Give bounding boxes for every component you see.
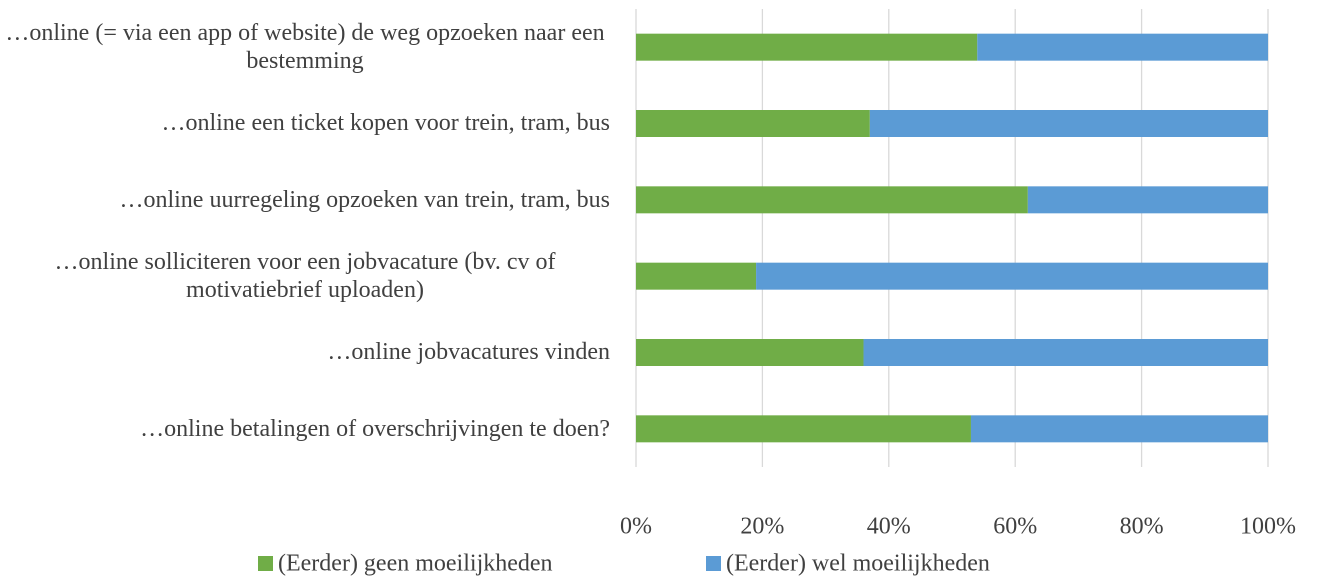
- category-label: …online jobvacatures vinden: [0, 314, 610, 390]
- x-tick-label: 80%: [1120, 514, 1164, 540]
- x-tick-label: 0%: [620, 514, 652, 540]
- bar-segment: [636, 110, 870, 137]
- x-tick-label: 40%: [867, 514, 911, 540]
- bar-segment: [636, 33, 978, 61]
- category-text: …online solliciteren voor een jobvacatur…: [54, 249, 556, 304]
- category-text: …online betalingen of overschrijvingen t…: [140, 415, 610, 442]
- bar-segment: [863, 339, 1268, 366]
- category-label: …online uurregeling opzoeken van trein, …: [0, 162, 610, 238]
- x-tick-label: 20%: [740, 514, 784, 540]
- legend-swatch: [258, 556, 273, 571]
- bar-segment: [977, 33, 1268, 61]
- bar-segment: [636, 339, 864, 366]
- category-label: …online betalingen of overschrijvingen t…: [0, 391, 610, 467]
- bar-segment: [636, 186, 1028, 214]
- legend-label: (Eerder) geen moeilijkheden: [278, 551, 553, 577]
- category-label: …online solliciteren voor een jobvacatur…: [0, 238, 610, 314]
- category-text: …online (= via een app of website) de we…: [5, 20, 605, 75]
- category-label: …online (= via een app of website) de we…: [0, 9, 610, 85]
- category-label: …online een ticket kopen voor trein, tra…: [0, 85, 610, 161]
- bar-segment: [970, 415, 1268, 443]
- category-text: …online uurregeling opzoeken van trein, …: [119, 186, 610, 213]
- bar-segment: [756, 262, 1268, 290]
- category-text: …online een ticket kopen voor trein, tra…: [161, 110, 610, 137]
- category-text: …online jobvacatures vinden: [327, 339, 610, 366]
- legend-swatch: [706, 556, 721, 571]
- bar-segment: [636, 262, 757, 290]
- legend-label: (Eerder) wel moeilijkheden: [726, 551, 990, 577]
- bar-segment: [636, 415, 971, 443]
- bar-segment: [1027, 186, 1268, 214]
- bar-segment: [869, 110, 1268, 137]
- x-tick-label: 60%: [993, 514, 1037, 540]
- x-tick-label: 100%: [1240, 514, 1296, 540]
